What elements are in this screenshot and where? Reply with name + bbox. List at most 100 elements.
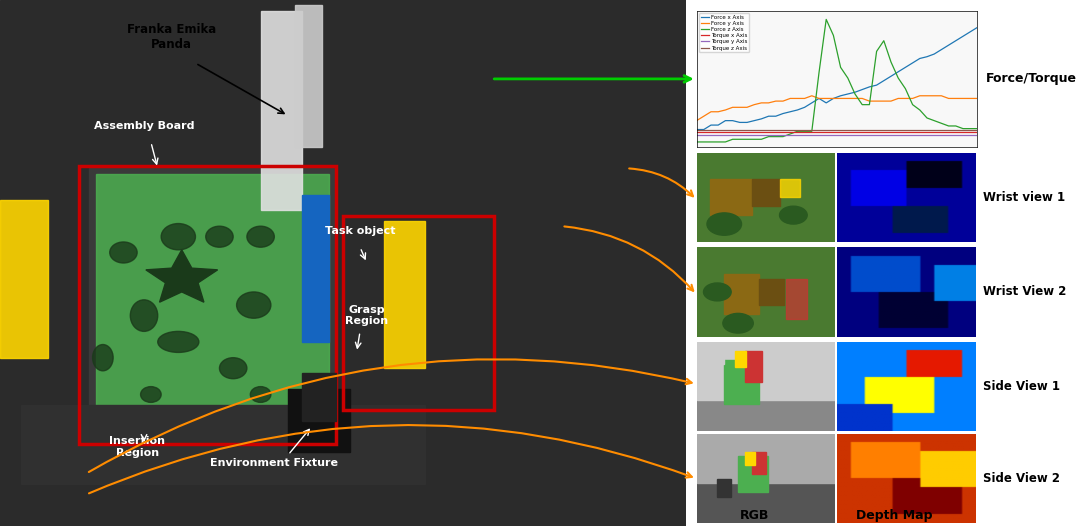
Torque y Axis (834, 132, 847, 138)
Torque x Axis (719, 129, 732, 136)
Force x Axis (885, 73, 897, 79)
Force y Axis (870, 98, 883, 104)
Force z Axis (741, 136, 754, 143)
Torque y Axis (971, 132, 984, 138)
Bar (780, 179, 800, 197)
Bar (343, 216, 494, 410)
Torque y Axis (712, 132, 725, 138)
Text: Grasp
Region: Grasp Region (346, 305, 389, 327)
Text: Side View 1: Side View 1 (983, 380, 1059, 393)
Force y Axis (906, 95, 919, 102)
Bar (96, 174, 329, 426)
Ellipse shape (110, 242, 137, 263)
Force z Axis (784, 131, 797, 137)
Force x Axis (712, 122, 725, 128)
Torque x Axis (914, 129, 927, 136)
Torque z Axis (928, 127, 941, 133)
Force y Axis (963, 95, 976, 102)
Force y Axis (928, 93, 941, 99)
Torque x Axis (762, 129, 775, 136)
Torque x Axis (747, 129, 760, 136)
Torque y Axis (942, 132, 955, 138)
Force x Axis (935, 46, 948, 53)
Force z Axis (971, 126, 984, 132)
Force z Axis (762, 134, 775, 140)
Bar (697, 400, 835, 431)
Force x Axis (971, 24, 984, 31)
Force z Axis (798, 128, 811, 135)
Bar (752, 452, 766, 474)
Bar (697, 351, 725, 364)
Force y Axis (949, 95, 962, 102)
Ellipse shape (205, 226, 233, 247)
Torque y Axis (949, 132, 962, 138)
Ellipse shape (703, 283, 731, 301)
Force z Axis (957, 126, 970, 132)
Force z Axis (690, 139, 703, 145)
Torque y Axis (762, 132, 775, 138)
Bar (21, 405, 426, 484)
Torque x Axis (784, 129, 797, 136)
Bar (0, 200, 48, 358)
Force y Axis (957, 95, 970, 102)
Force z Axis (827, 32, 840, 38)
Torque x Axis (698, 129, 711, 136)
Line: Force y Axis: Force y Axis (697, 96, 977, 120)
Bar (786, 279, 807, 319)
Torque y Axis (755, 132, 768, 138)
Torque z Axis (855, 127, 868, 133)
Force y Axis (899, 95, 912, 102)
Torque x Axis (855, 129, 868, 136)
Force y Axis (712, 108, 725, 115)
Torque x Axis (841, 129, 854, 136)
Force z Axis (863, 102, 876, 108)
Force x Axis (812, 95, 825, 102)
Torque z Axis (812, 127, 825, 133)
Force y Axis (726, 104, 739, 110)
Torque y Axis (892, 132, 905, 138)
Bar (717, 479, 731, 497)
Torque z Axis (784, 127, 797, 133)
Force x Axis (798, 104, 811, 110)
Bar (697, 434, 835, 483)
Torque x Axis (849, 129, 862, 136)
Bar (295, 5, 322, 147)
Torque x Axis (777, 129, 789, 136)
Text: Franka Emika
Panda: Franka Emika Panda (126, 23, 216, 51)
Force z Axis (870, 48, 883, 55)
Force y Axis (855, 95, 868, 102)
Force y Axis (769, 98, 782, 104)
Torque z Axis (920, 127, 933, 133)
Force y Axis (892, 95, 905, 102)
Torque y Axis (769, 132, 782, 138)
Torque y Axis (820, 132, 833, 138)
Torque z Axis (712, 127, 725, 133)
Force z Axis (791, 128, 804, 135)
Torque y Axis (747, 132, 760, 138)
Force x Axis (820, 100, 833, 106)
Torque z Axis (762, 127, 775, 133)
Torque y Axis (690, 132, 703, 138)
Force x Axis (920, 54, 933, 60)
Torque z Axis (841, 127, 854, 133)
Bar (260, 11, 301, 210)
Torque y Axis (928, 132, 941, 138)
Force y Axis (755, 100, 768, 106)
Bar (90, 168, 336, 431)
Force y Axis (719, 107, 732, 113)
Torque x Axis (726, 129, 739, 136)
Force y Axis (914, 93, 927, 99)
Force z Axis (712, 139, 725, 145)
Torque z Axis (827, 127, 840, 133)
Torque z Axis (769, 127, 782, 133)
Force z Axis (906, 102, 919, 108)
Force y Axis (971, 95, 984, 102)
Force y Axis (733, 104, 746, 110)
Text: Task object: Task object (325, 226, 395, 237)
Force z Axis (733, 136, 746, 143)
Text: Insertion
Region: Insertion Region (109, 436, 165, 458)
Force z Axis (963, 126, 976, 132)
Force z Axis (885, 59, 897, 65)
Torque y Axis (704, 132, 717, 138)
Torque z Axis (726, 127, 739, 133)
